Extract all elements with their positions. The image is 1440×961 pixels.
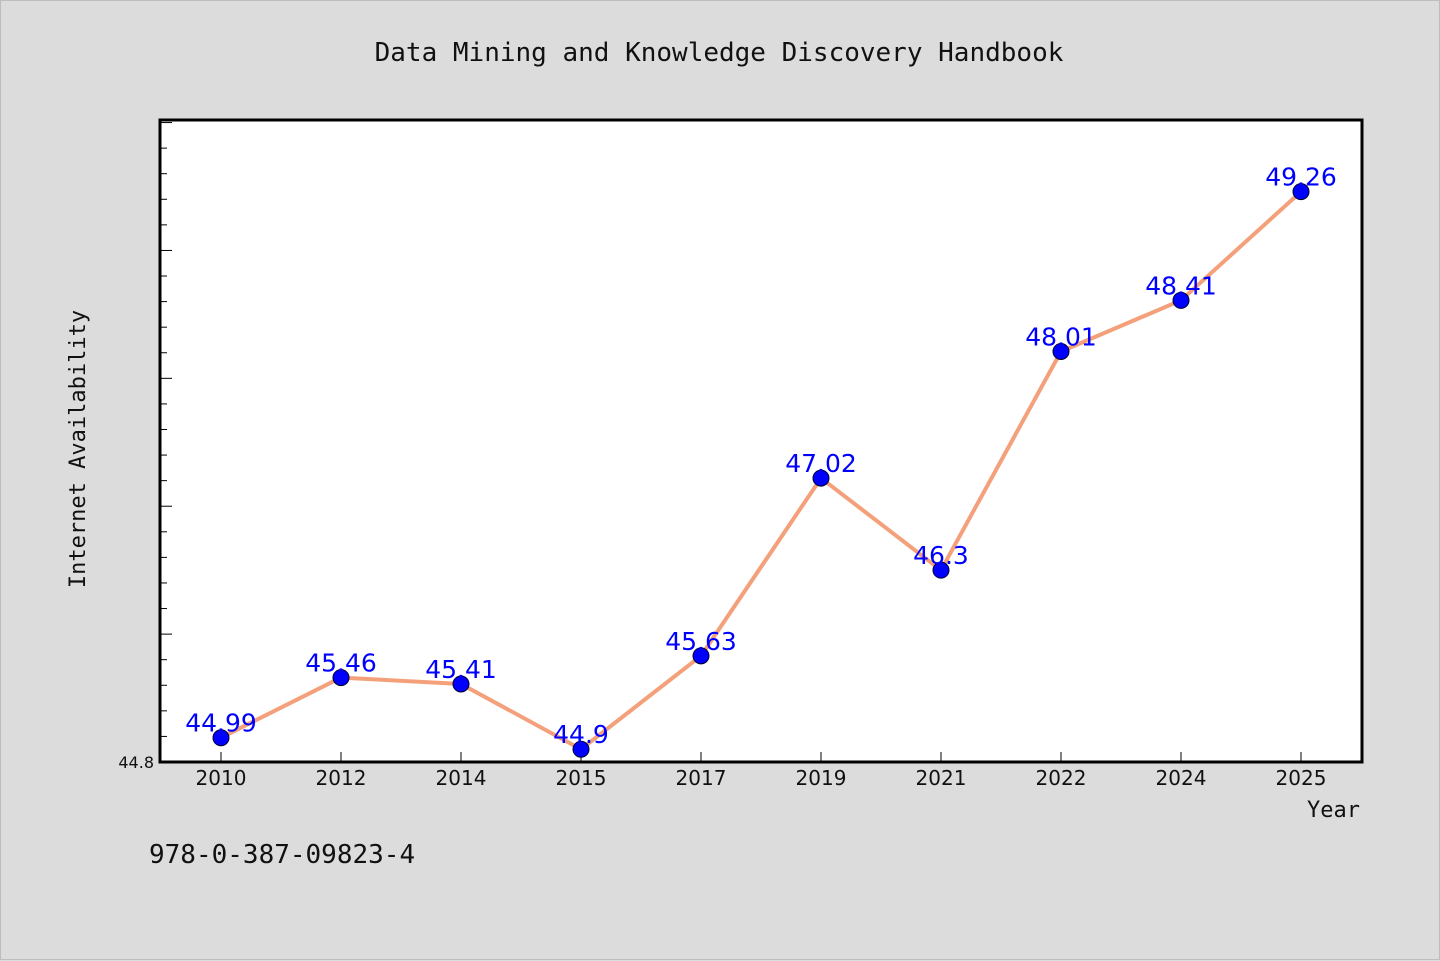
x-tick-label: 2014: [436, 766, 487, 790]
x-tick-label: 2015: [556, 766, 607, 790]
x-tick-label: 2010: [196, 766, 247, 790]
data-label: 46.3: [913, 541, 969, 570]
y-axis-ticks: 44.8: [118, 122, 172, 772]
data-label: 45.63: [665, 627, 737, 656]
y-axis-label: Internet Availability: [66, 310, 91, 588]
data-label: 44.9: [553, 720, 609, 749]
plot-area: [158, 118, 1364, 764]
data-label: 49.26: [1265, 163, 1337, 192]
data-point: [572, 740, 590, 758]
data-point: [452, 675, 470, 693]
x-tick-label: 2012: [316, 766, 367, 790]
data-point: [1292, 183, 1310, 201]
y-tick-label: 44.8: [118, 753, 154, 772]
series-line: [220, 190, 1303, 752]
data-label: 48.01: [1025, 322, 1097, 351]
data-point: [212, 729, 230, 747]
x-tick-label: 2022: [1036, 766, 1087, 790]
data-point: [1172, 291, 1190, 309]
x-tick-label: 2019: [796, 766, 847, 790]
data-label: 45.41: [425, 655, 497, 684]
chart-title: Data Mining and Knowledge Discovery Hand…: [375, 38, 1064, 68]
data-label: 47.02: [785, 449, 857, 478]
x-tick-label: 2024: [1156, 766, 1207, 790]
x-tick-label: 2025: [1276, 766, 1327, 790]
x-tick-label: 2017: [676, 766, 727, 790]
data-label: 45.46: [305, 649, 377, 678]
data-label: 48.41: [1145, 271, 1217, 300]
data-point: [1052, 342, 1070, 360]
data-point: [812, 469, 830, 487]
isbn-footer: 978-0-387-09823-4: [149, 840, 415, 870]
x-axis-ticks: 2010 2012 2014 2015 2017 2019 2021 2022 2024 2025: [196, 752, 1327, 790]
x-tick-label: 2021: [916, 766, 967, 790]
x-axis-label: Year: [1307, 798, 1360, 823]
data-point: [692, 647, 710, 665]
series-group: 44.99 45.46 45.41 44.9 45.63 47.02 46.3 48.01 48…: [185, 163, 1337, 758]
data-point: [932, 561, 950, 579]
data-point: [332, 669, 350, 687]
data-label: 44.99: [185, 709, 257, 738]
